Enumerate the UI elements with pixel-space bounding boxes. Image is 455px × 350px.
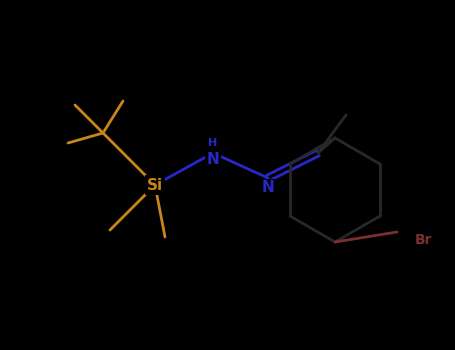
- Text: N: N: [207, 152, 219, 167]
- Text: N: N: [262, 181, 274, 196]
- Text: H: H: [208, 138, 217, 148]
- Text: Br: Br: [415, 233, 433, 247]
- Text: Si: Si: [147, 177, 163, 192]
